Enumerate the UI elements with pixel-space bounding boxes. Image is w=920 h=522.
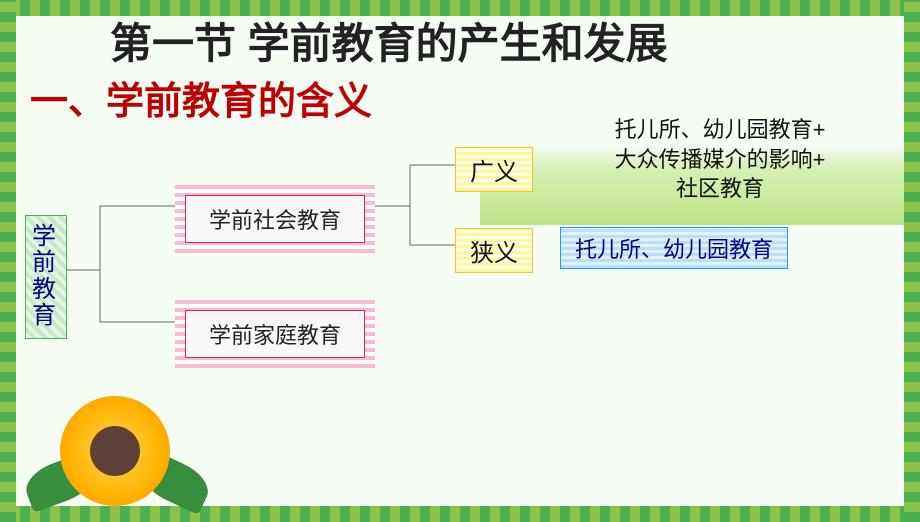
node-label: 托儿所、幼儿园教育: [575, 237, 773, 262]
node-label: 学前家庭教育: [209, 323, 341, 348]
node-root: 学前教育: [25, 215, 67, 339]
node-broad-description: 托儿所、幼儿园教育+ 大众传播媒介的影响+ 社区教育: [555, 115, 885, 204]
node-label: 狭义: [470, 240, 518, 267]
slide: 第一节 学前教育的产生和发展 一、学前教育的含义 学前教育 学前社会教育 学前家…: [0, 0, 920, 522]
node-label: 广义: [470, 159, 518, 186]
sunflower-center: [90, 426, 140, 476]
node-root-label: 学前教育: [28, 224, 64, 330]
slide-subtitle: 一、学前教育的含义: [30, 70, 372, 125]
slide-title: 第一节 学前教育的产生和发展: [110, 10, 668, 71]
node-narrow-sense: 狭义: [455, 228, 533, 273]
node-label: 学前社会教育: [209, 208, 341, 233]
node-social-education: 学前社会教育: [175, 185, 375, 253]
node-narrow-description: 托儿所、幼儿园教育: [560, 227, 788, 269]
sunflower-icon: [60, 396, 170, 506]
node-family-education: 学前家庭教育: [175, 300, 375, 368]
node-broad-sense: 广义: [455, 147, 533, 192]
